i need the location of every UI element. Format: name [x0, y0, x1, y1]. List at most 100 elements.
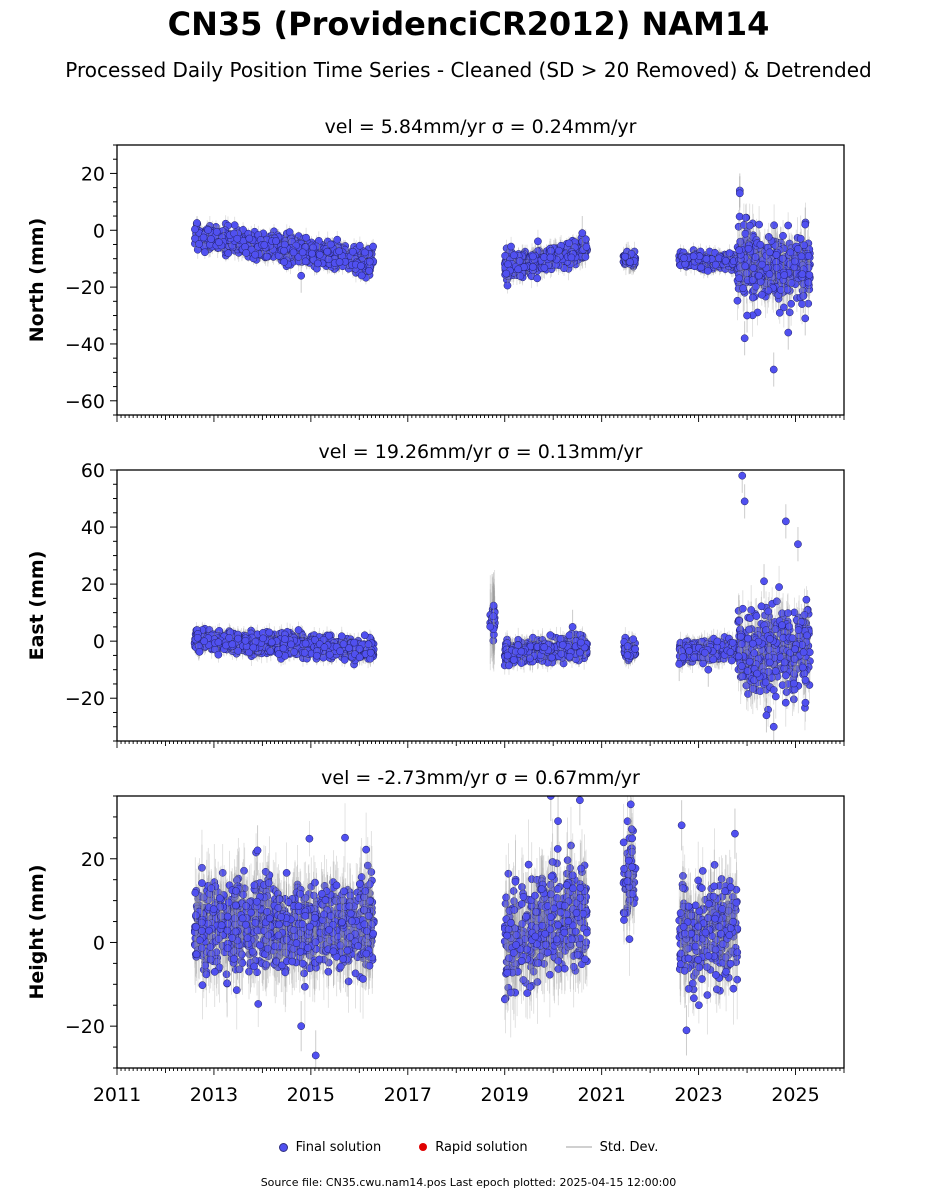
- final-solution-point: [621, 252, 629, 261]
- final-solution-point: [199, 233, 208, 242]
- final-solution-point: [741, 262, 750, 271]
- final-solution-point: [758, 260, 766, 269]
- final-solution-point: [578, 229, 587, 237]
- final-solution-point: [357, 271, 366, 280]
- final-solution-point: [742, 269, 751, 278]
- final-solution-point: [778, 254, 787, 263]
- final-solution-point: [207, 235, 215, 243]
- final-solution-point: [230, 221, 239, 229]
- final-solution-point: [280, 246, 288, 255]
- final-solution-point: [356, 241, 364, 250]
- final-solution-point: [783, 285, 792, 294]
- final-solution-point: [756, 240, 765, 249]
- final-solution-point: [324, 255, 333, 264]
- final-solution-point: [326, 240, 335, 249]
- final-solution-point: [502, 269, 511, 278]
- final-solution-point: [702, 255, 711, 263]
- final-solution-point: [313, 259, 322, 268]
- final-solution-point: [298, 248, 307, 257]
- final-solution-point: [733, 296, 742, 305]
- final-solution-point: [775, 308, 784, 317]
- final-solution-point: [735, 246, 744, 255]
- final-solution-point: [765, 248, 774, 257]
- final-solution-point: [801, 220, 810, 229]
- final-solution-point: [797, 252, 806, 261]
- final-solution-point: [361, 248, 369, 257]
- final-solution-point: [745, 221, 754, 230]
- final-solution-point: [804, 252, 813, 260]
- final-solution-point: [772, 251, 781, 259]
- final-solution-point: [335, 258, 344, 266]
- final-solution-point: [546, 253, 555, 262]
- final-solution-point: [348, 247, 357, 256]
- final-solution-point: [245, 234, 254, 243]
- final-solution-point: [704, 267, 712, 275]
- final-solution-point: [193, 219, 201, 227]
- final-solution-point: [215, 238, 223, 247]
- final-solution-point: [757, 290, 766, 299]
- final-solution-point: [769, 365, 778, 374]
- final-solution-point: [805, 271, 814, 279]
- final-solution-point: [689, 252, 698, 261]
- data-layer: [191, 173, 814, 387]
- final-solution-point: [260, 241, 269, 249]
- final-solution-point: [302, 233, 310, 242]
- y-axis-label: North (mm): [26, 218, 48, 343]
- final-solution-point: [301, 257, 310, 266]
- final-solution-point: [784, 328, 793, 337]
- final-solution-point: [735, 274, 743, 283]
- final-solution-point: [755, 271, 763, 280]
- final-solution-point: [204, 226, 212, 234]
- y-tick-label: 20: [81, 163, 105, 185]
- data-layer: [190, 470, 814, 741]
- final-solution-point: [741, 229, 750, 238]
- final-solution-point: [798, 270, 807, 279]
- panel-1: vel = 5.84mm/yr σ = 0.24mm/yr North (mm) 2…: [26, 116, 845, 422]
- final-solution-point: [740, 334, 749, 343]
- final-solution-point: [749, 264, 758, 272]
- final-solution-point: [224, 249, 233, 258]
- final-solution-point: [333, 235, 342, 244]
- final-solution-point: [308, 249, 316, 258]
- final-solution-point: [201, 248, 209, 257]
- y-tick-label: −60: [65, 391, 105, 413]
- final-solution-point: [323, 247, 332, 256]
- final-solution-point: [721, 256, 730, 265]
- final-solution-point: [365, 257, 374, 266]
- final-solution-point: [785, 308, 794, 317]
- final-solution-point: [748, 276, 757, 284]
- final-solution-point: [534, 237, 542, 246]
- panel-title: vel = 19.26mm/yr σ = 0.13mm/yr: [319, 441, 643, 463]
- y-tick-label: −40: [65, 334, 105, 356]
- final-solution-point: [191, 225, 199, 234]
- final-solution-point: [280, 258, 289, 266]
- final-solution-point: [533, 274, 542, 283]
- final-solution-point: [697, 263, 705, 272]
- final-solution-point: [582, 243, 591, 251]
- final-solution-point: [251, 250, 260, 259]
- final-solution-point: [791, 257, 799, 266]
- final-solution-point: [335, 247, 343, 256]
- final-solution-point: [315, 250, 324, 259]
- final-solution-point: [711, 260, 720, 269]
- final-solution-point: [786, 248, 795, 257]
- final-solution-point: [540, 264, 549, 272]
- final-solution-point: [735, 189, 744, 198]
- final-solution-point: [242, 249, 250, 257]
- final-solution-point: [765, 270, 774, 278]
- final-solution-point: [365, 266, 373, 275]
- final-solution-point: [567, 253, 576, 262]
- y-tick-label: −20: [65, 277, 105, 299]
- final-solution-point: [779, 231, 787, 240]
- final-solution-point: [191, 234, 199, 243]
- final-solution-point: [297, 271, 306, 280]
- final-solution-point: [529, 252, 537, 261]
- final-solution-point: [233, 234, 242, 243]
- final-solution-point: [289, 248, 298, 257]
- final-solution-point: [272, 237, 280, 245]
- final-solution-point: [804, 278, 813, 287]
- final-solution-point: [357, 262, 365, 270]
- final-solution-point: [547, 247, 555, 255]
- chart-canvas: vel = 5.84mm/yr σ = 0.24mm/yr North (mm) 2…: [26, 116, 845, 1106]
